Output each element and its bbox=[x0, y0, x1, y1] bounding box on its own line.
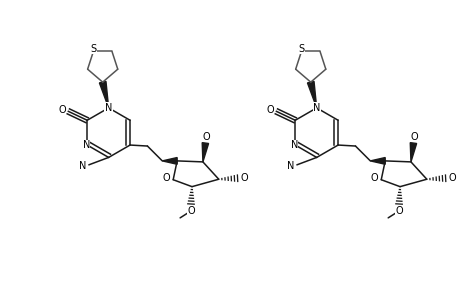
Text: O: O bbox=[202, 132, 209, 142]
Text: O: O bbox=[266, 105, 273, 116]
Polygon shape bbox=[162, 158, 177, 164]
Text: O: O bbox=[409, 132, 417, 142]
Text: O: O bbox=[162, 173, 170, 183]
Polygon shape bbox=[409, 142, 416, 162]
Text: O: O bbox=[240, 173, 247, 183]
Text: S: S bbox=[90, 44, 96, 53]
Text: N: N bbox=[82, 140, 90, 150]
Polygon shape bbox=[99, 81, 108, 108]
Text: O: O bbox=[187, 206, 195, 216]
Text: N: N bbox=[286, 161, 293, 171]
Text: N: N bbox=[105, 103, 112, 113]
Polygon shape bbox=[202, 142, 208, 162]
Text: N: N bbox=[290, 140, 297, 150]
Text: N: N bbox=[312, 103, 319, 113]
Text: O: O bbox=[58, 105, 66, 116]
Polygon shape bbox=[307, 81, 316, 108]
Text: N: N bbox=[78, 161, 86, 171]
Polygon shape bbox=[369, 158, 384, 164]
Text: O: O bbox=[447, 173, 455, 183]
Text: S: S bbox=[298, 44, 304, 53]
Text: O: O bbox=[394, 206, 402, 216]
Text: O: O bbox=[370, 173, 378, 183]
